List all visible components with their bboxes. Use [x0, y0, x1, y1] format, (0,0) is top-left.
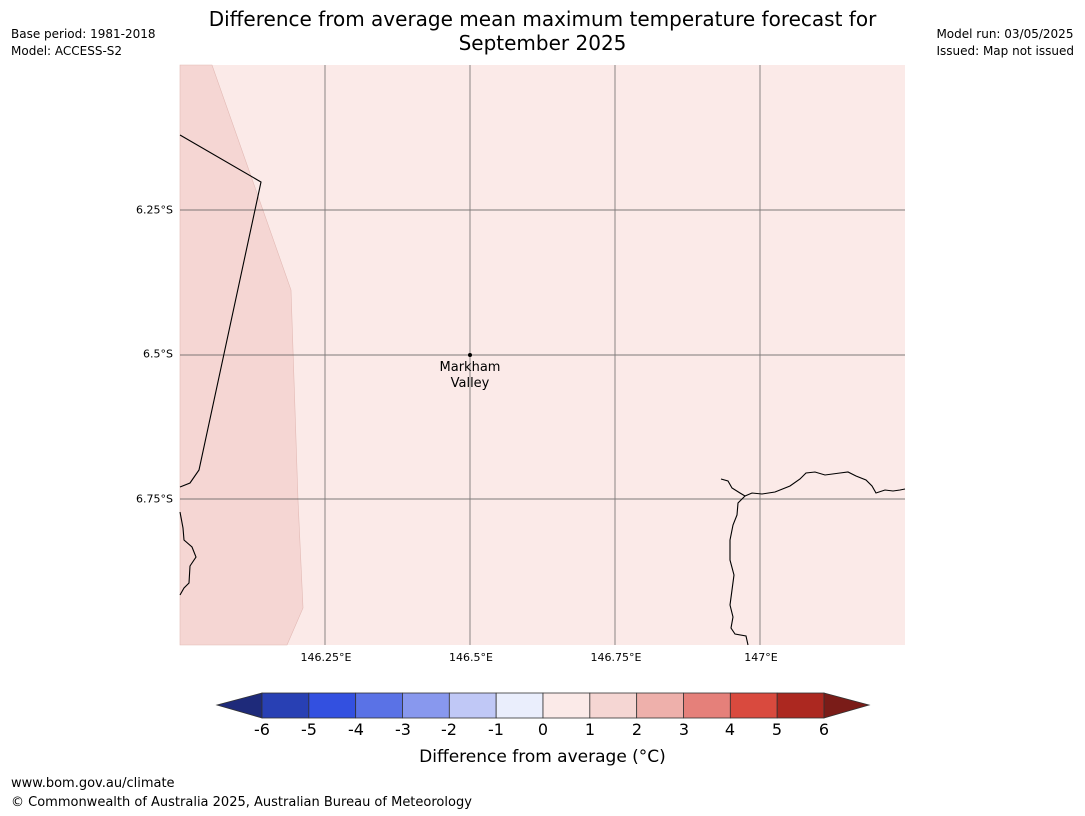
graticule	[180, 65, 905, 645]
lon-label-146-5: 146.5°E	[449, 651, 493, 664]
colorbar-cell	[776, 692, 825, 719]
colorbar-cell	[402, 692, 450, 719]
colorbar-cell	[729, 692, 778, 719]
lat-label-6-5: 6.5°S	[143, 347, 173, 361]
colorbar-cell	[636, 692, 684, 719]
lat-label-6-25: 6.25°S	[136, 203, 173, 217]
place-label-markham-valley: Markham Valley	[420, 360, 520, 392]
colorbar-cell	[261, 692, 310, 719]
lat-label-6-75: 6.75°S	[136, 492, 173, 506]
title-line-2: September 2025	[458, 31, 627, 55]
model-text: Model: ACCESS-S2	[11, 44, 123, 58]
colorbar-cell	[355, 692, 403, 719]
tick-label: -2	[441, 720, 457, 739]
tick-label: -4	[348, 720, 364, 739]
tick-label: 6	[818, 720, 830, 739]
footer-copyright: © Commonwealth of Australia 2025, Austra…	[11, 795, 472, 810]
markham-valley-marker	[468, 353, 472, 357]
tick-label: 0	[537, 720, 549, 739]
footer-url[interactable]: www.bom.gov.au/climate	[11, 776, 175, 791]
lon-label-147: 147°E	[744, 651, 778, 664]
map-title: Difference from average mean maximum tem…	[180, 7, 905, 55]
tick-label: 1	[584, 720, 596, 739]
issued-text: Issued: Map not issued	[936, 44, 1074, 58]
tick-label: -3	[395, 720, 411, 739]
title-line-1: Difference from average mean maximum tem…	[208, 7, 877, 31]
lon-label-146-25: 146.25°E	[300, 651, 352, 664]
lon-label-146-75: 146.75°E	[590, 651, 642, 664]
base-period-text: Base period: 1981-2018	[11, 27, 156, 41]
tick-label: 3	[678, 720, 690, 739]
river-west	[179, 511, 197, 596]
model-run-text: Model run: 03/05/2025	[936, 27, 1074, 41]
tick-label: 2	[631, 720, 643, 739]
river-east	[729, 495, 749, 646]
province-border	[179, 134, 262, 488]
colorbar-extend-high	[823, 692, 871, 719]
tick-label: 5	[771, 720, 783, 739]
tick-label: -5	[301, 720, 317, 739]
colorbar-label: Difference from average (°C)	[419, 747, 666, 767]
tick-label: -6	[254, 720, 270, 739]
colorbar-cell	[308, 692, 357, 719]
colorbar-cell	[448, 692, 497, 719]
meta-left: Base period: 1981-2018 Model: ACCESS-S2	[11, 26, 156, 60]
tick-label: -1	[488, 720, 504, 739]
colorbar-cell	[542, 692, 591, 719]
colorbar-cell	[495, 692, 544, 719]
colorbar-cell	[589, 692, 638, 719]
coastline-east	[720, 471, 906, 497]
meta-right: Model run: 03/05/2025 Issued: Map not is…	[936, 26, 1074, 60]
place-name-line-2: Valley	[450, 376, 490, 391]
colorbar-cell	[683, 692, 731, 719]
place-name-line-1: Markham	[439, 360, 501, 375]
tick-label: 4	[724, 720, 736, 739]
colorbar-extend-low	[215, 692, 263, 719]
